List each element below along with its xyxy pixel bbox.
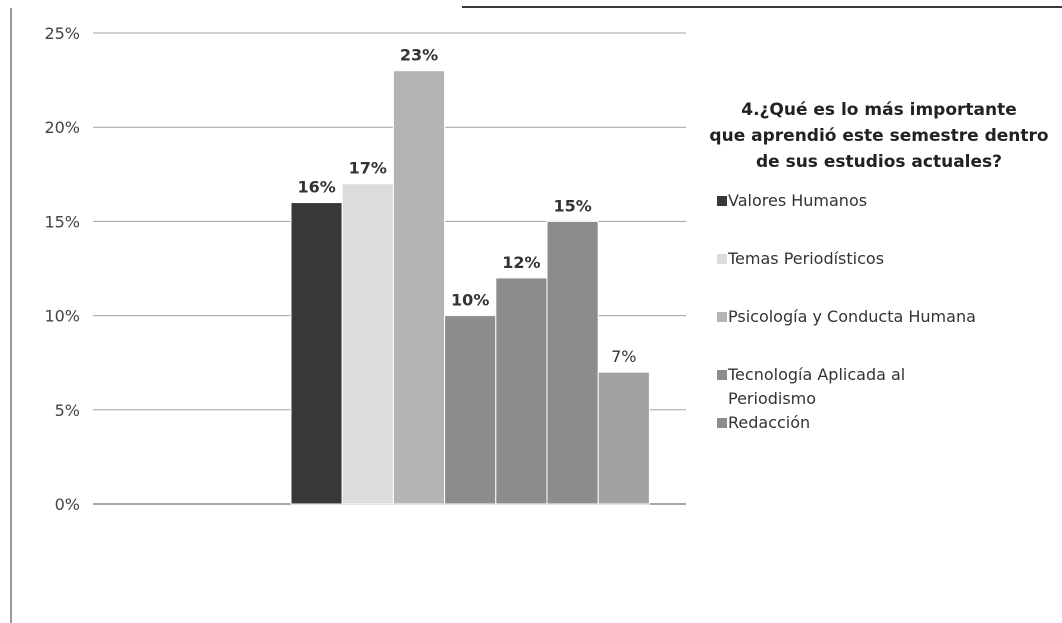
bar-6 — [546, 220, 599, 505]
data-label-4: 10% — [451, 291, 489, 310]
y-axis-tick-labels: 0% 5% 10% 15% 20% 25% — [44, 24, 80, 514]
legend-swatch — [717, 418, 727, 428]
frame-left-border — [10, 8, 12, 623]
bar-3 — [392, 70, 446, 505]
legend-label: Psicología y Conducta Humana — [728, 307, 976, 326]
y-tick-label: 5% — [55, 401, 80, 420]
bar-5 — [495, 277, 548, 505]
legend-label: Temas Periodísticos — [728, 249, 885, 268]
y-tick-label: 0% — [55, 495, 80, 514]
data-label-5: 12% — [502, 253, 540, 272]
bar-4 — [444, 315, 497, 505]
legend-label: Valores Humanos — [728, 191, 868, 210]
data-labels: 16% 17% 23% 10% 12% 15% 7% — [297, 46, 636, 366]
legend-item: Psicología y Conducta Humana — [700, 305, 1062, 329]
data-label-3: 23% — [400, 46, 438, 65]
legend-swatch — [717, 196, 727, 206]
legend: 4.¿Qué es lo más importante que aprendió… — [700, 97, 1062, 435]
y-tick-label: 15% — [44, 212, 80, 231]
bar-2 — [341, 183, 394, 505]
bar-chart-plot: 0% 5% 10% 15% 20% 25% 16% 17% 23% 10% 12% 15% 7% — [44, 24, 686, 514]
legend-swatch — [717, 254, 727, 264]
y-tick-label: 10% — [44, 307, 80, 326]
legend-label: Tecnología Aplicada al Periodismo — [728, 365, 906, 408]
legend-list: Valores Humanos Temas Periodísticos Psicol… — [700, 189, 1062, 435]
bars — [290, 70, 650, 505]
legend-item: Temas Periodísticos — [700, 247, 1062, 271]
bar-7 — [597, 371, 650, 505]
legend-item: Redacción — [700, 411, 1062, 435]
bar-1 — [290, 202, 343, 505]
legend-label: Redacción — [728, 413, 811, 432]
legend-item: Tecnología Aplicada al Periodismo — [700, 363, 1062, 411]
legend-swatch — [717, 370, 727, 380]
data-label-1: 16% — [297, 178, 335, 197]
chart-title: 4.¿Qué es lo más importante que aprendió… — [709, 100, 1049, 172]
data-label-2: 17% — [349, 159, 387, 178]
data-label-7: 7% — [611, 347, 636, 366]
legend-swatch — [717, 312, 727, 322]
y-tick-label: 20% — [44, 118, 80, 137]
data-label-6: 15% — [553, 196, 591, 215]
frame-top-border — [462, 6, 1062, 8]
legend-item: Valores Humanos — [700, 189, 1062, 213]
y-tick-label: 25% — [44, 24, 80, 43]
